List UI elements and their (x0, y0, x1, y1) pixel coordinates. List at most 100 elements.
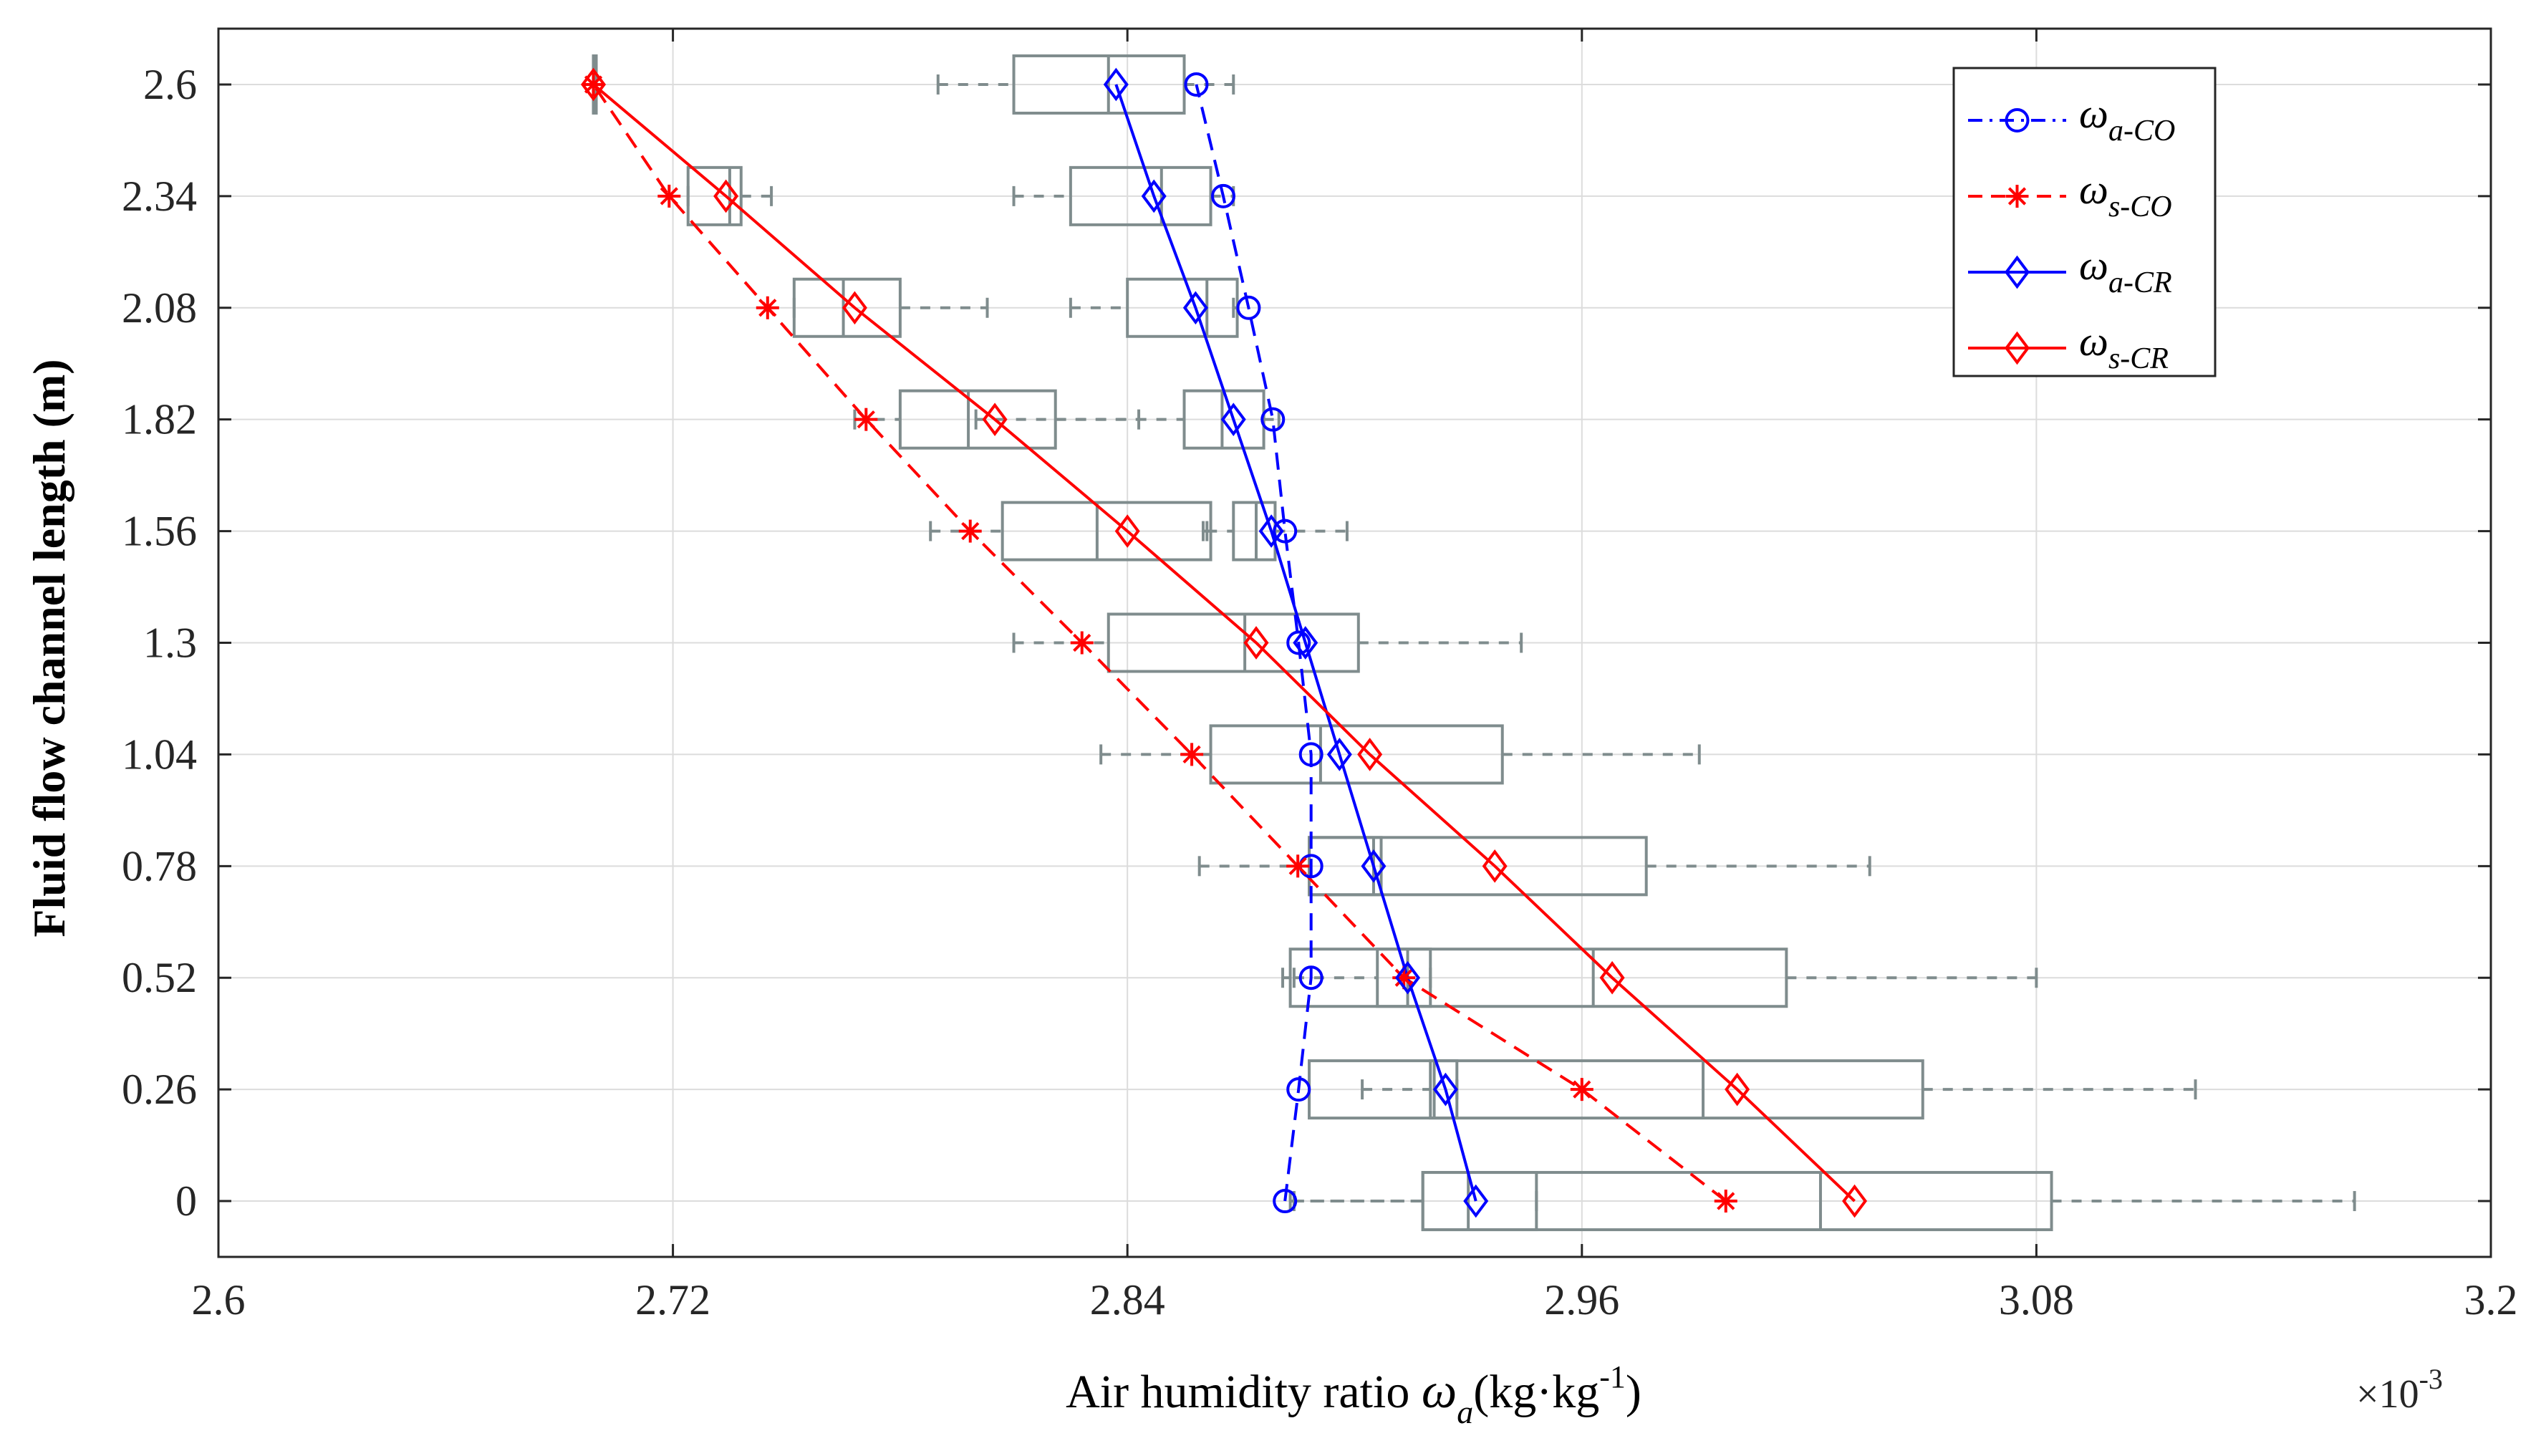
legend-entry: ωa-CO (1968, 90, 2175, 148)
x-axis-label-units-sup: -1 (1599, 1359, 1626, 1394)
series-point (582, 72, 605, 96)
series-point (1220, 402, 1246, 437)
x-axis-label-prefix: Air humidity ratio (1066, 1366, 1422, 1418)
boxplot (1288, 1171, 1538, 1232)
axis-ticks: 2.6 2.72 2.84 2.96 3.08 3.2 0 0.26 0.52 0.78 1.04 1… (122, 29, 2518, 1324)
legend: ωa-CO ωs-CO ωa-CR ωs-CR (1952, 67, 2217, 377)
series-point (1180, 743, 1204, 766)
legend-marker (2005, 185, 2029, 208)
boxplot-box (898, 389, 1057, 450)
series-point (958, 519, 982, 543)
series-markers (581, 67, 1868, 1218)
legend-marker (2005, 255, 2030, 289)
boxplot-box (1421, 1171, 1538, 1232)
series-point (1286, 854, 1310, 878)
series-point (854, 408, 878, 431)
y-tick-label: 1.3 (143, 619, 197, 667)
series-line (1114, 84, 1477, 1202)
x-multiplier: ×10-3 (2356, 1363, 2443, 1417)
y-tick-label: 0 (175, 1177, 197, 1225)
series-point (1286, 1077, 1311, 1102)
series-point (1184, 72, 1209, 97)
legend-marker (2005, 108, 2030, 132)
boxplot (1361, 1059, 2197, 1120)
series-point (1482, 849, 1508, 883)
legend-label: ωa-CO (2079, 90, 2175, 148)
series-point (1258, 514, 1284, 548)
series-point (1286, 630, 1311, 655)
x-axis-label-units-close: ) (1626, 1366, 1641, 1418)
boxplot (1012, 165, 1235, 226)
y-tick-label: 0.78 (122, 842, 197, 889)
series-point (1103, 67, 1129, 102)
y-tick-label: 1.82 (122, 396, 197, 443)
series-point (713, 179, 739, 213)
series-point (1182, 291, 1208, 325)
boxplot-box (1069, 165, 1212, 226)
x-axis-label-units: (kg·kg (1473, 1366, 1599, 1418)
x-axis-label: Air humidity ratio ωa(kg·kg-1) (1066, 1359, 1641, 1430)
boxplot (686, 165, 773, 226)
series-point (756, 296, 779, 319)
y-tick-label: 0.26 (122, 1066, 197, 1113)
x-tick-label: 3.2 (2464, 1276, 2518, 1324)
series-point (1326, 738, 1352, 771)
boxplot-box (1209, 724, 1504, 785)
series-point (1141, 179, 1167, 213)
legend-label: ωs-CR (2079, 318, 2169, 375)
series-point (1725, 1072, 1750, 1107)
legend-marker (2005, 331, 2030, 365)
y-tick-label: 1.56 (122, 508, 197, 555)
series-point (842, 291, 867, 325)
series-point (1298, 965, 1323, 990)
x-tick-label: 3.08 (1999, 1276, 2074, 1324)
series-point (1599, 960, 1625, 995)
series-point (1361, 849, 1387, 883)
boxplot-box (1429, 1059, 1924, 1120)
boxplots (592, 54, 2356, 1232)
series-point (1243, 626, 1269, 660)
y-tick-label: 2.34 (122, 173, 197, 220)
series-point (1260, 407, 1286, 432)
y-tick-label: 0.52 (122, 954, 197, 1001)
legend-label: ωs-CO (2079, 166, 2172, 223)
series-point (1714, 1190, 1737, 1213)
x-tick-label: 2.72 (635, 1276, 710, 1324)
series-point (1463, 1184, 1489, 1218)
y-tick-label: 2.08 (122, 284, 197, 332)
series-point (1432, 1072, 1458, 1107)
series-point (1070, 631, 1094, 655)
series-point (1236, 295, 1261, 320)
series-point (1210, 183, 1235, 208)
series-point (1842, 1184, 1868, 1218)
series-point (1114, 514, 1140, 548)
x-tick-label: 2.6 (192, 1276, 246, 1324)
series-line (1195, 84, 1313, 1202)
boxplot-box (1106, 612, 1360, 673)
boxplot-box (792, 277, 902, 338)
legend-entry: ωs-CO (1968, 166, 2172, 223)
series-point (657, 184, 681, 208)
legend-box (1952, 67, 2217, 377)
series-point (1357, 738, 1383, 771)
x-tick-label: 2.96 (1544, 1276, 1619, 1324)
y-tick-label: 2.6 (143, 61, 197, 108)
series-point (982, 402, 1008, 437)
boxplot-box (1288, 948, 1432, 1008)
legend-entry: ωa-CR (1968, 242, 2172, 299)
series-point (1298, 742, 1323, 767)
series-point (581, 67, 607, 102)
x-axis-label-symbol-sub: a (1457, 1394, 1473, 1430)
grid (218, 29, 2492, 1257)
boxplot-box (686, 165, 743, 226)
series-point (1293, 626, 1318, 660)
series-point (1273, 519, 1298, 544)
series-point (1273, 1189, 1298, 1214)
y-axis-label: Fluid flow channel length (m) (24, 359, 74, 937)
y-tick-label: 1.04 (122, 731, 197, 778)
x-multiplier-exp: -3 (2419, 1363, 2443, 1395)
series-line (592, 83, 1856, 1202)
legend-label: ωa-CR (2079, 242, 2172, 299)
series-point (1570, 1078, 1593, 1101)
